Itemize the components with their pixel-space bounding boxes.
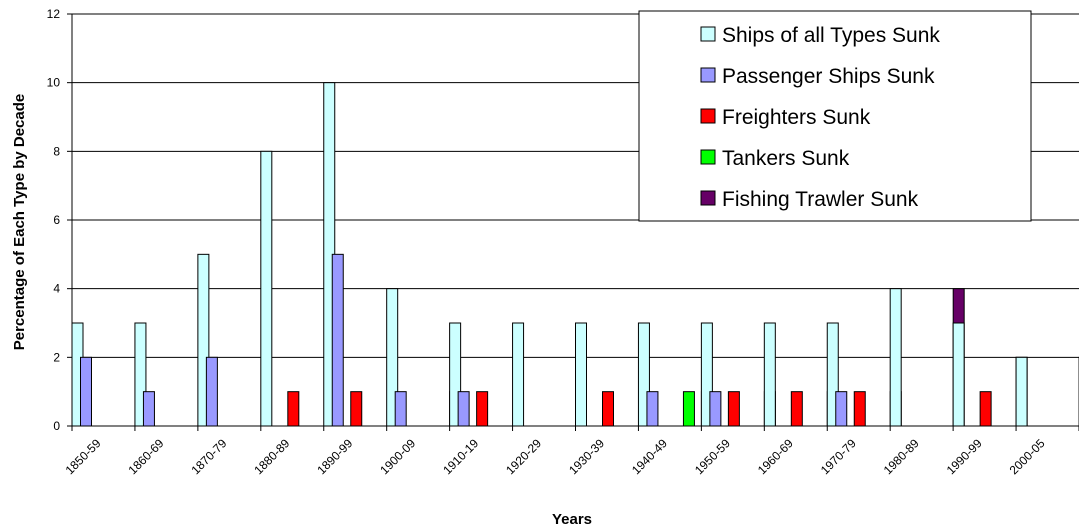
bar (287, 391, 300, 427)
y-tick-label: 2 (53, 350, 60, 364)
y-tick-label: 4 (53, 282, 60, 296)
bar (709, 391, 722, 427)
bar (350, 391, 363, 427)
x-tick-label: 1980-89 (881, 436, 922, 477)
x-tick-label: 1960-69 (755, 436, 796, 477)
bar (646, 391, 659, 427)
x-tick-label: 1860-69 (125, 436, 166, 477)
bar (682, 391, 695, 427)
x-tick-label: 1920-29 (503, 436, 544, 477)
bar (727, 391, 740, 427)
axes (71, 14, 1079, 431)
legend: Ships of all Types Sunk Passenger Ships S… (638, 10, 1032, 222)
legend-swatch (700, 26, 716, 42)
x-tick-label: 1950-59 (692, 436, 733, 477)
legend-label: Fishing Trawler Sunk (722, 188, 919, 211)
x-tick-label: 1870-79 (188, 436, 229, 477)
legend-swatch (700, 190, 716, 206)
bar (952, 322, 965, 427)
legend-label: Freighters Sunk (722, 106, 871, 129)
bar (835, 391, 848, 427)
bar (457, 391, 470, 427)
bar (575, 322, 587, 427)
legend-swatch (700, 149, 716, 165)
bar (763, 322, 776, 427)
y-tick-label: 0 (53, 419, 60, 433)
x-axis-title: Years (552, 511, 592, 528)
x-tick-label: 1940-49 (629, 436, 670, 477)
x-tick-label: 1910-19 (440, 436, 481, 477)
x-tick-label: 1850-59 (63, 436, 104, 477)
legend-swatch (700, 108, 716, 124)
y-tick-label: 8 (53, 144, 60, 158)
bar (80, 356, 92, 427)
bar (142, 391, 155, 427)
bar (790, 391, 803, 427)
bar (331, 253, 344, 427)
bar (853, 391, 866, 427)
bar (512, 322, 525, 427)
x-tick-label: 1890-99 (314, 436, 355, 477)
x-tick-label: 2000-05 (1007, 436, 1048, 477)
legend-label: Tankers Sunk (722, 147, 850, 170)
x-tick-labels: 1850-59 1860-69 1870-79 1880-89 1890-99 1900-… (63, 436, 1048, 477)
bar (260, 150, 273, 427)
bar (205, 356, 218, 427)
bar (476, 391, 489, 427)
y-axis-title: Percentage of Each Type by Decade (11, 94, 28, 351)
x-tick-label: 1990-99 (944, 436, 985, 477)
x-tick-label: 1880-89 (251, 436, 292, 477)
y-tick-labels: 0 2 4 6 8 10 12 (47, 7, 61, 433)
x-tick-label: 1900-09 (377, 436, 418, 477)
legend-label: Passenger Ships Sunk (722, 65, 935, 88)
x-tick-label: 1970-79 (818, 436, 859, 477)
bar (602, 391, 614, 427)
y-tick-label: 12 (47, 7, 61, 21)
legend-label: Ships of all Types Sunk (722, 24, 940, 47)
y-tick-label: 6 (53, 213, 60, 227)
y-tick-label: 10 (47, 76, 61, 90)
bar (889, 288, 902, 427)
bar (979, 391, 992, 427)
bar (394, 391, 407, 427)
bar (1015, 356, 1028, 427)
x-tick-label: 1930-39 (566, 436, 607, 477)
legend-swatch (700, 67, 716, 83)
